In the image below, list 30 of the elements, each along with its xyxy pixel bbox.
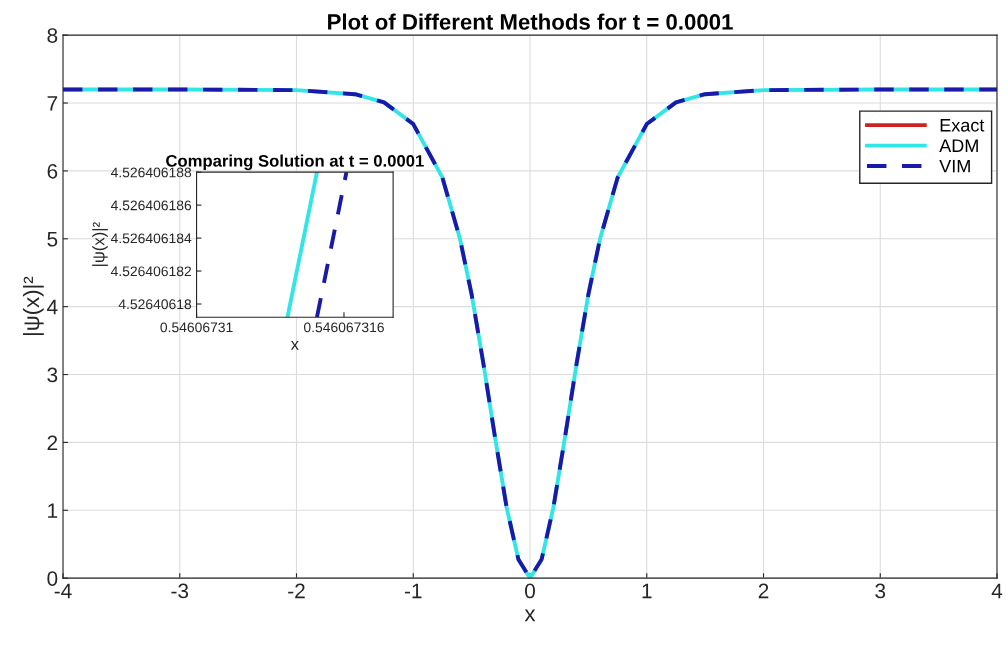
y-tick-label: 4.526406184	[110, 233, 192, 244]
x-tick-label: 3	[875, 583, 886, 599]
legend-label: ADM	[939, 139, 978, 152]
y-tick-label: 4	[47, 299, 58, 315]
x-tick-label: 0.54606731	[160, 322, 233, 333]
y-tick-label: 6	[47, 163, 58, 179]
x-tick-label: 0	[525, 583, 535, 599]
x-tick-label: 2	[758, 583, 769, 599]
y-tick-label: 7	[47, 96, 58, 111]
y-tick-label: 5	[47, 231, 58, 247]
x-axis-title: x	[524, 609, 536, 622]
y-tick-label: 1	[48, 503, 58, 518]
x-tick-label: -1	[404, 583, 422, 599]
x-tick-label: -3	[171, 583, 189, 599]
legend-label: VIM	[939, 159, 970, 173]
y-tick-label: 8	[47, 28, 58, 43]
x-tick-label: -2	[288, 583, 305, 599]
y-axis-title: |ψ(x)|²	[92, 222, 108, 266]
y-tick-label: 4.526406186	[110, 200, 192, 211]
y-tick-label: 3	[47, 367, 58, 383]
x-tick-label: 0.546067316	[303, 322, 384, 333]
chart-title: Plot of Different Methods for t = 0.0001	[328, 13, 733, 30]
x-axis-title: x	[290, 341, 299, 350]
y-tick-label: 4.52640618	[118, 299, 192, 310]
x-tick-label: 4	[991, 583, 1003, 599]
y-tick-label: 4.526406182	[110, 266, 192, 277]
y-axis-title: |ψ(x)|²	[22, 276, 44, 336]
legend-label: Exact	[940, 119, 985, 132]
y-tick-label: 2	[47, 435, 58, 450]
x-tick-label: 1	[642, 583, 652, 599]
